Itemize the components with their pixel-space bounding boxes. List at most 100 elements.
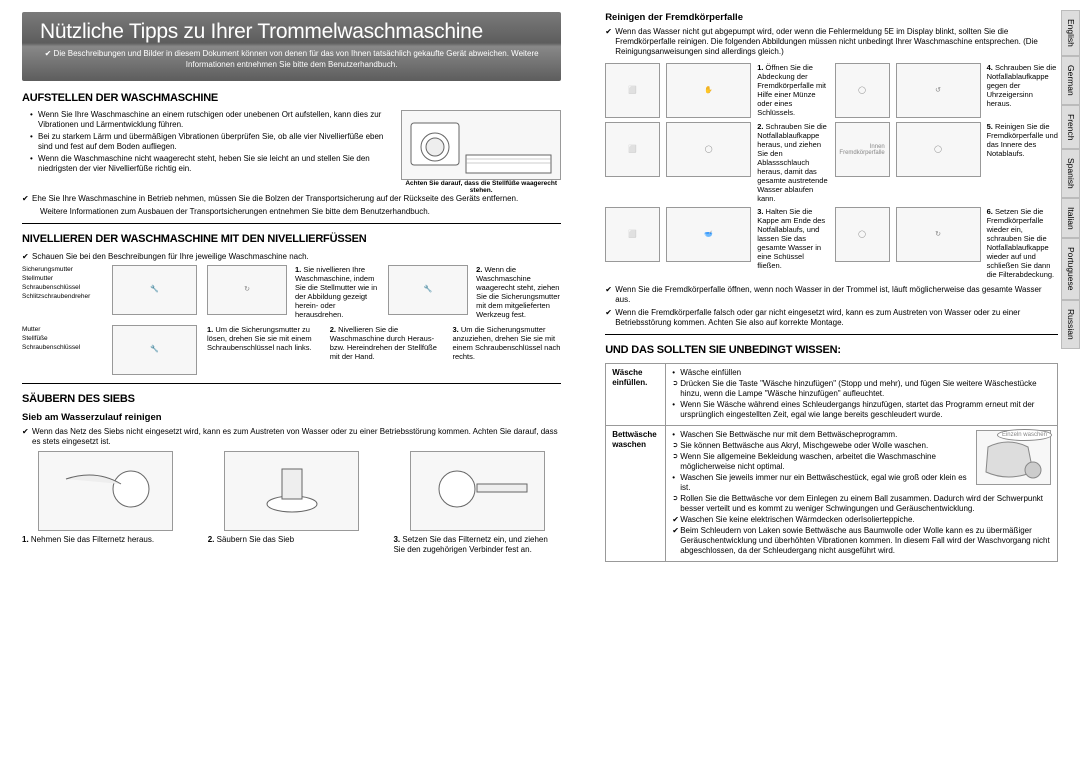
list-item: Wenn Sie allgemeine Bekleidung waschen, … (672, 452, 1051, 472)
label: Stellfüße (22, 334, 102, 343)
step-caption: 1. Nehmen Sie das Filternetz heraus. (22, 535, 190, 545)
step-text: 1. Sie nivellieren Ihre Waschmaschine, i… (295, 265, 380, 319)
lang-tab[interactable]: French (1061, 105, 1080, 149)
list-item: Rollen Sie die Bettwäsche vor dem Einleg… (672, 494, 1051, 514)
row-head: Wäsche einfüllen. (606, 363, 666, 425)
part-labels: Mutter Stellfüße Schraubenschlüssel (22, 325, 102, 352)
sieb-check: Wenn das Netz des Siebs nicht eingesetzt… (22, 427, 561, 447)
lang-tab[interactable]: German (1061, 56, 1080, 105)
sieb-step-1: 1. Nehmen Sie das Filternetz heraus. (22, 451, 190, 554)
row-body: Einzeln waschen Waschen Sie Bettwäsche n… (666, 425, 1058, 561)
tips-table: Wäsche einfüllen. Wäsche einfüllen Drück… (605, 363, 1058, 562)
tool-illus: 🔧 (112, 265, 197, 317)
list-item: Bei zu starkem Lärm und übermäßigen Vibr… (30, 132, 391, 152)
sieb-steps: 1. Nehmen Sie das Filternetz heraus. 2. … (22, 451, 561, 554)
step-text: 3. Halten Sie die Kappe am Ende des Notf… (757, 207, 828, 270)
step-text: 2. Nivellieren Sie die Waschmaschine dur… (330, 325, 439, 361)
step-text: 2. Schrauben Sie die Notfallablaufkappe … (757, 122, 828, 203)
separator (22, 223, 561, 224)
list-item: Waschen Sie keine elektrischen Wärmdecke… (672, 515, 1051, 525)
label: Schlitzschraubendreher (22, 292, 102, 301)
fremd-intro: Wenn das Wasser nicht gut abgepumpt wird… (605, 27, 1058, 57)
step-text: 1. Öffnen Sie die Abdeckung der Fremdkör… (757, 63, 828, 117)
list-item: Waschen Sie jeweils immer nur ein Bettwä… (672, 473, 1051, 493)
section-sieb-head: SÄUBERN DES SIEBS (22, 392, 561, 406)
aufstellen-row: Wenn Sie Ihre Waschmaschine an einem rut… (22, 110, 561, 194)
row-head: Bettwäsche waschen (606, 425, 666, 561)
step-text: 3. Um die Sicherungsmutter anzuziehen, d… (452, 325, 561, 361)
fremd-steps-grid: ⬜ ✋ 1. Öffnen Sie die Abdeckung der Frem… (605, 63, 1058, 279)
table-row: Bettwäsche waschen Einzeln waschen Wasch… (606, 425, 1058, 561)
list-item: Wäsche einfüllen (672, 368, 1051, 378)
list-item: Beim Schleudern von Laken sowie Bettwäsc… (672, 526, 1051, 556)
label: Mutter (22, 325, 102, 334)
figure-caption: Achten Sie darauf, dass die Stellfüße wa… (401, 180, 561, 194)
illustration: ◯ (896, 122, 981, 177)
aufstellen-check: Ehe Sie Ihre Waschmaschine in Betrieb ne… (22, 194, 561, 204)
lang-tab[interactable]: English (1061, 10, 1080, 56)
separator (605, 334, 1058, 335)
illustration: InnenFremdkörperfalle (835, 122, 890, 177)
table-row: Wäsche einfüllen. Wäsche einfüllen Drück… (606, 363, 1058, 425)
illustration: ◯ (666, 122, 751, 177)
lang-tab[interactable]: Italian (1061, 198, 1080, 239)
illustration: ↻ (207, 265, 287, 315)
aufstellen-list: Wenn Sie Ihre Waschmaschine an einem rut… (22, 110, 391, 194)
illustration: ⬜ (605, 207, 660, 262)
lang-tab[interactable]: Spanish (1061, 149, 1080, 198)
label: Schraubenschlüssel (22, 283, 102, 292)
banner-title: Nützliche Tipps zu Ihrer Trommelwaschmas… (40, 18, 543, 45)
fremd-check-2: Wenn die Fremdkörperfalle falsch oder ga… (605, 308, 1058, 328)
sieb-step-2: 2. Säubern Sie das Sieb (208, 451, 376, 554)
level-steps: ↻ 1. Sie nivellieren Ihre Waschmaschine,… (207, 265, 561, 319)
list-item: Wenn die Waschmaschine nicht waagerecht … (30, 154, 391, 174)
section-aufstellen-head: AUFSTELLEN DER WASCHMASCHINE (22, 91, 561, 105)
level-steps: 1. Um die Sicherungsmutter zu lösen, dre… (207, 325, 561, 361)
list-item: Waschen Sie Bettwäsche nur mit dem Bettw… (672, 430, 1051, 440)
list-item: Sie können Bettwäsche aus Akryl, Mischge… (672, 441, 1051, 451)
list-item: Wenn Sie Wäsche während eines Schleuderg… (672, 400, 1051, 420)
illustration (224, 451, 359, 531)
step-caption: 2. Säubern Sie das Sieb (208, 535, 376, 545)
aufstellen-figure: Achten Sie darauf, dass die Stellfüße wa… (401, 110, 561, 194)
tool-illus: 🔧 (112, 325, 197, 377)
illustration: ⬜ (605, 122, 660, 177)
step-text: 6. Setzen Sie die Fremdkörperfalle wiede… (987, 207, 1058, 279)
title-banner: Nützliche Tipps zu Ihrer Trommelwaschmas… (22, 12, 561, 81)
illustration: ⬜ (605, 63, 660, 118)
level-row-1: Sicherungsmutter Stellmutter Schraubensc… (22, 265, 561, 319)
step-text: 1. Um die Sicherungsmutter zu lösen, dre… (207, 325, 316, 361)
part-labels: Sicherungsmutter Stellmutter Schraubensc… (22, 265, 102, 301)
lang-tab[interactable]: Portuguese (1061, 238, 1080, 299)
illustration: ◯ (835, 207, 890, 262)
washer-level-illustration (401, 110, 561, 180)
list-item: Drücken Sie die Taste "Wäsche hinzufügen… (672, 379, 1051, 399)
illustration: 🥣 (666, 207, 751, 262)
illustration: ◯ (835, 63, 890, 118)
label: Stellmutter (22, 274, 102, 283)
step-text: 2. Wenn die Waschmaschine waagerecht ste… (476, 265, 561, 319)
illustration (38, 451, 173, 531)
fremd-check-1: Wenn Sie die Fremdkörperfalle öffnen, we… (605, 285, 1058, 305)
separator (22, 383, 561, 384)
illustration (410, 451, 545, 531)
step-text: 5. Reinigen Sie die Fremdkörperfalle und… (987, 122, 1058, 158)
list-item: Wenn Sie Ihre Waschmaschine an einem rut… (30, 110, 391, 130)
row-body: Wäsche einfüllen Drücken Sie die Taste "… (666, 363, 1058, 425)
illustration: ✋ (666, 63, 751, 118)
banner-subtitle: ✔ Die Beschreibungen und Bilder in diese… (40, 49, 543, 71)
sieb-step-3: 3. Setzen Sie das Filternetz ein, und zi… (393, 451, 561, 554)
label: Schraubenschlüssel (22, 343, 102, 352)
sieb-subhead: Sieb am Wasserzulauf reinigen (22, 412, 561, 424)
illustration: ↺ (896, 63, 981, 118)
left-panel: Nützliche Tipps zu Ihrer Trommelwaschmas… (0, 0, 583, 763)
step-text: 4. Schrauben Sie die Notfallablaufkappe … (987, 63, 1058, 108)
step-caption: 3. Setzen Sie das Filternetz ein, und zi… (393, 535, 561, 554)
aufstellen-note: Weitere Informationen zum Ausbauen der T… (22, 207, 561, 217)
manual-page: Nützliche Tipps zu Ihrer Trommelwaschmas… (0, 0, 1080, 763)
section-nivell-head: NIVELLIEREN DER WASCHMASCHINE MIT DEN NI… (22, 232, 561, 246)
section-wissen-head: UND DAS SOLLTEN SIE UNBEDINGT WISSEN: (605, 343, 1058, 357)
lang-tab[interactable]: Russian (1061, 300, 1080, 349)
illustration: 🔧 (388, 265, 468, 315)
label: Sicherungsmutter (22, 265, 102, 274)
